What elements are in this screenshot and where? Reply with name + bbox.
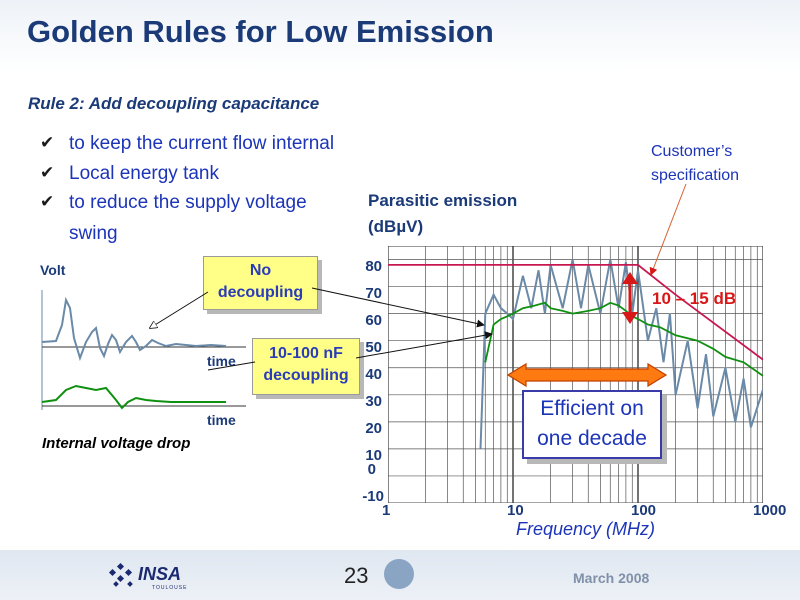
y-tick-label: 30: [365, 393, 382, 410]
callout-text: one decade: [537, 427, 647, 450]
series-line-0: [479, 259, 763, 449]
voltage-trace-decoupled: [41, 384, 226, 410]
x-tick-label: 1: [382, 502, 391, 519]
chart-plot-area: [388, 246, 763, 503]
x-tick-label: 1000: [753, 502, 787, 519]
callout-text: decoupling: [263, 367, 349, 384]
page-number: 23: [344, 563, 369, 588]
page-title: Golden Rules for Low Emission: [27, 14, 494, 49]
x-axis-label: Frequency (MHz): [516, 519, 656, 539]
insa-logo-icon: [108, 562, 133, 587]
checkmark-icon: ✔: [40, 192, 55, 211]
customer-spec-label: Customer’s specification: [651, 140, 739, 188]
checkmark-icon: ✔: [40, 133, 55, 152]
emission-chart: [388, 246, 763, 503]
spec-label-line: specification: [651, 167, 740, 184]
margin-label: 10 – 15 dB: [652, 289, 737, 308]
spec-label-line: Customer’s: [651, 143, 733, 160]
chart-title-line: Parasitic emission: [368, 191, 518, 210]
chart-title: Parasitic emission (dBµV): [368, 188, 517, 240]
no-decoupling-callout: No decoupling: [203, 256, 318, 310]
series-line-2: [388, 263, 763, 361]
efficient-callout: Efficient on one decade: [522, 390, 662, 459]
voltage-plot: [41, 290, 246, 410]
header-band: [0, 0, 800, 72]
checkmark-icon: ✔: [40, 163, 55, 182]
footer-date: March 2008: [573, 570, 650, 586]
voltage-y-label: Volt: [40, 262, 66, 278]
bullet-text: Local energy tank: [69, 163, 219, 184]
callout-text: 10-100 nF: [269, 345, 343, 362]
time-label-bottom: time: [207, 412, 236, 428]
y-tick-label: 40: [365, 366, 382, 383]
x-tick-label: 100: [631, 502, 657, 519]
y-tick-label: 80: [365, 258, 382, 275]
voltage-trace-no-decoupling: [41, 296, 227, 362]
y-tick-label: 20: [365, 420, 382, 437]
bullet-text: to keep the current flow internal: [69, 133, 335, 154]
bullet-text: to reduce the supply voltage: [69, 192, 307, 213]
x-tick-label: 10: [507, 502, 524, 519]
logo-subtext: TOULOUSE: [152, 585, 188, 591]
callout-text: No: [249, 262, 272, 279]
logo-text: INSA: [138, 564, 182, 584]
voltage-caption: Internal voltage drop: [42, 435, 191, 452]
y-tick-label: -10: [362, 488, 384, 505]
decoupling-callout: 10-100 nF decoupling: [252, 338, 360, 395]
chart-series: [388, 259, 763, 449]
chart-title-line: (dBµV): [368, 217, 424, 236]
y-tick-label: 50: [365, 339, 382, 356]
bullet-text: swing: [69, 223, 118, 244]
time-label-top: time: [207, 353, 236, 369]
callout-text: decoupling: [217, 284, 304, 301]
y-tick-label: 10: [365, 447, 382, 464]
page-dot: [384, 559, 414, 589]
y-tick-label: 70: [365, 285, 382, 302]
series-line-1: [484, 301, 763, 377]
rule-heading: Rule 2: Add decoupling capacitance: [28, 94, 320, 113]
callout-text: Efficient on: [540, 397, 644, 420]
y-tick-label: 60: [365, 312, 382, 329]
y-tick-label: 0: [367, 461, 376, 478]
